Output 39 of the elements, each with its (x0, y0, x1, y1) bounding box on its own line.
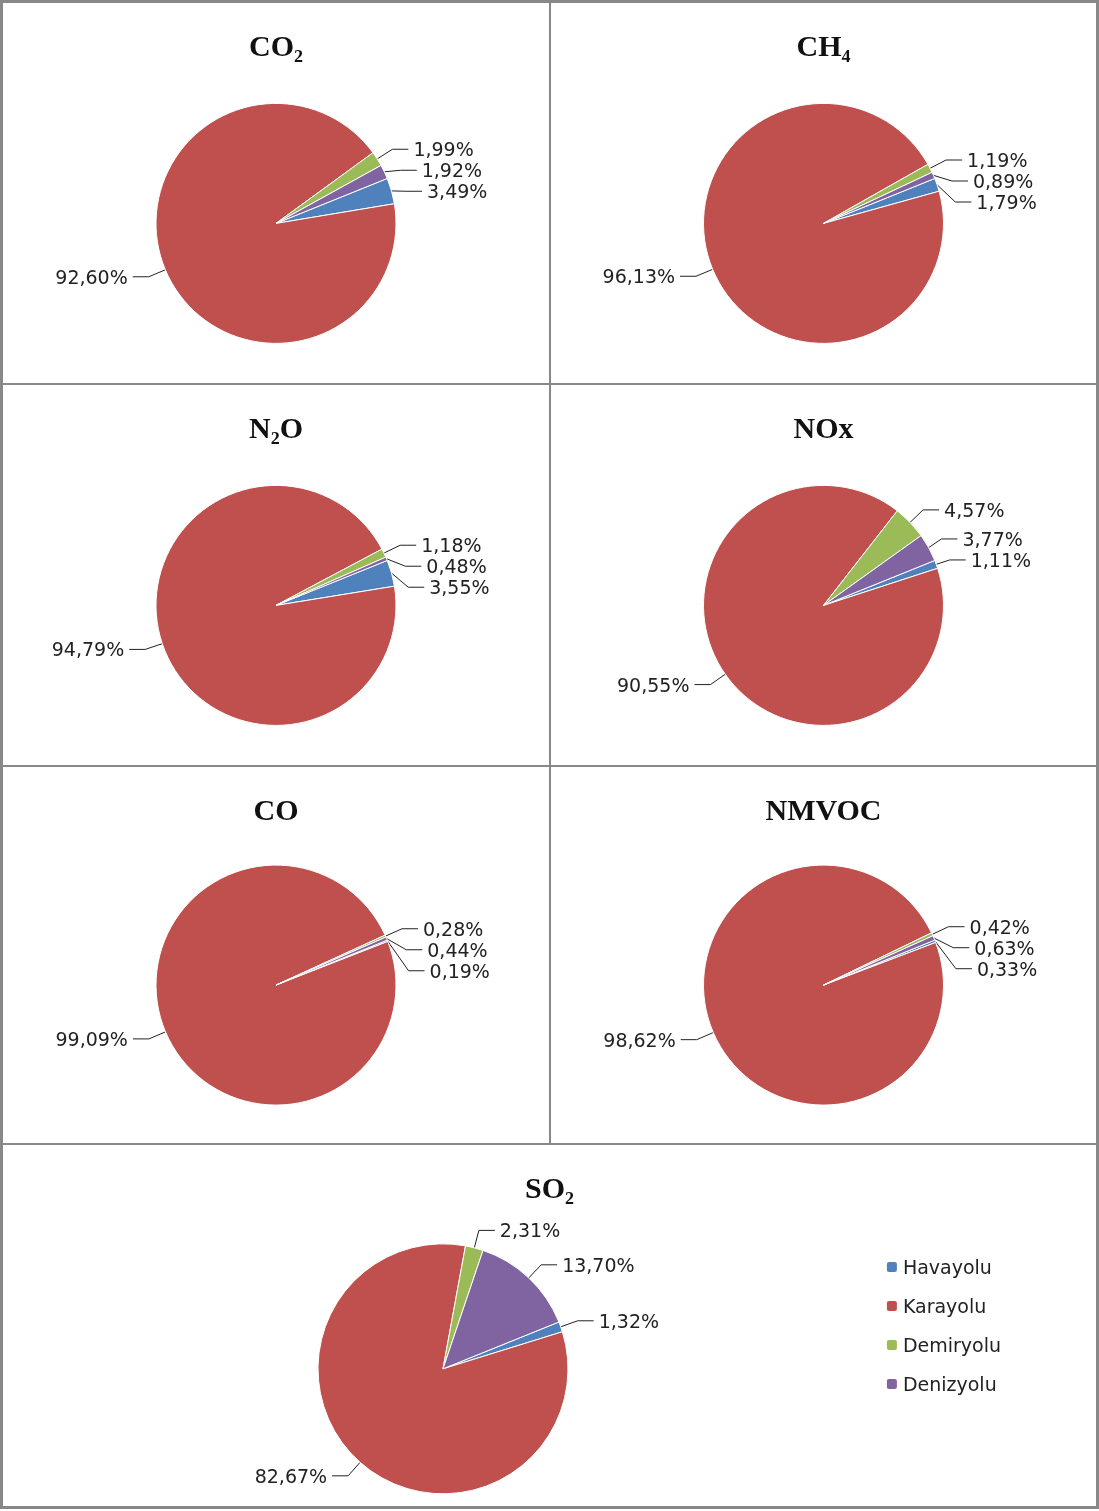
data-label: 0,42% (969, 915, 1030, 938)
data-label: 1,92% (421, 159, 483, 182)
data-label: 3,77% (962, 527, 1023, 550)
chart-title: CO (253, 792, 299, 826)
data-label: 98,62% (603, 1028, 676, 1051)
data-label: 1,99% (413, 138, 474, 161)
data-label: 1,32% (598, 1309, 660, 1332)
legend-label: Denizyolu (902, 1373, 997, 1395)
chart-title: CO₂ (249, 28, 303, 62)
chart-title: NMVOC (765, 792, 882, 826)
data-label: 13,70% (562, 1253, 635, 1276)
data-label: 99,09% (55, 1027, 128, 1050)
legend-label: Karayolu (902, 1295, 987, 1317)
data-label: 0,48% (426, 555, 487, 578)
data-label: 1,79% (976, 191, 1037, 214)
data-label: 96,13% (602, 265, 676, 288)
data-label: 90,55% (617, 673, 690, 696)
data-label: 4,57% (944, 498, 1005, 521)
data-label: 3,55% (429, 576, 490, 599)
data-label: 0,28% (422, 917, 484, 940)
data-label: 1,18% (421, 534, 482, 557)
data-label: 0,19% (429, 959, 490, 982)
data-label: 0,33% (976, 957, 1038, 980)
legend-label: Havayolu (902, 1256, 992, 1278)
chart-title: N₂O (249, 410, 303, 444)
data-label: 82,67% (254, 1464, 328, 1487)
chart-title: NOx (793, 410, 854, 444)
chart-title: CH₄ (796, 28, 851, 62)
data-label: 0,44% (427, 938, 488, 961)
data-label: 1,11% (970, 548, 1032, 571)
legend-label: Demiryolu (902, 1334, 1001, 1356)
data-label: 0,89% (972, 170, 1034, 193)
data-label: 2,31% (499, 1219, 561, 1242)
chart-title: SO₂ (524, 1170, 575, 1204)
data-label: 0,63% (974, 936, 1035, 959)
data-label: 3,49% (427, 180, 488, 203)
data-label: 92,60% (55, 265, 128, 288)
data-label: 1,19% (967, 149, 1028, 172)
data-label: 94,79% (51, 638, 125, 661)
